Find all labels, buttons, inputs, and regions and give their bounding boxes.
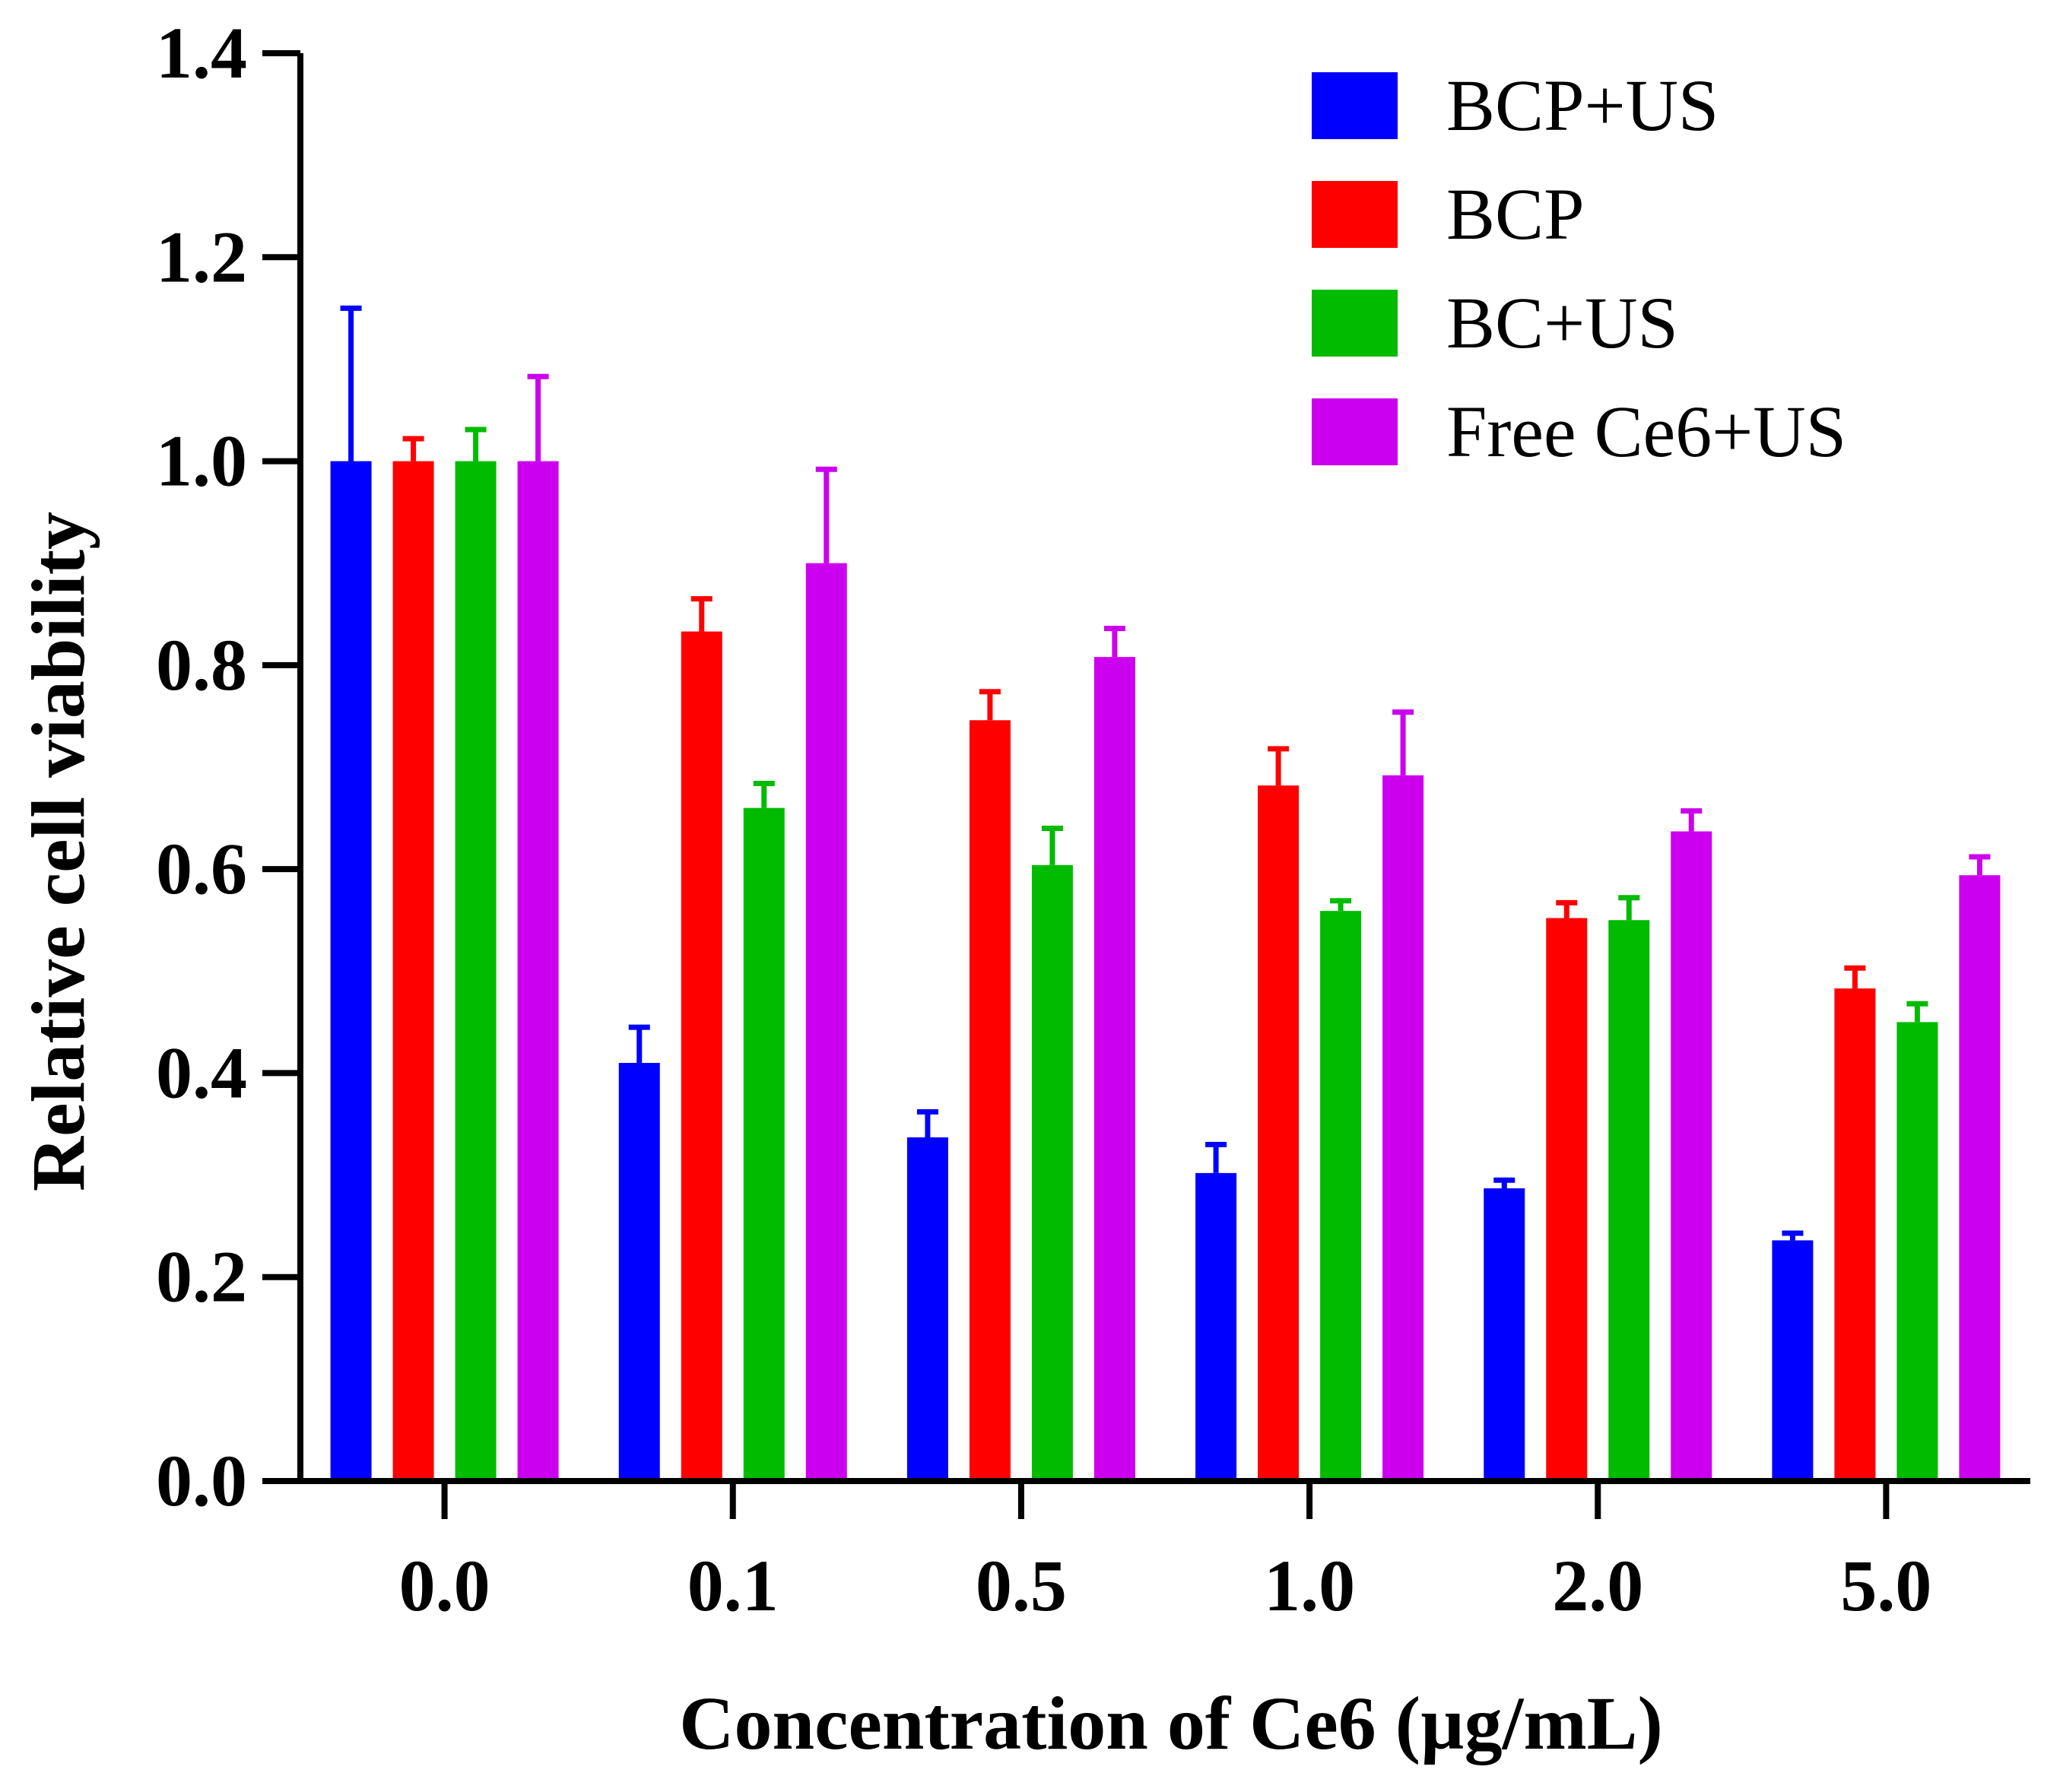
bar [743, 807, 785, 1481]
axes-group [297, 53, 2030, 1484]
y-tick-label: 1.4 [156, 12, 247, 94]
legend-label: BC+US [1446, 282, 1678, 363]
bar [1608, 920, 1650, 1481]
legend-label: BCP+US [1446, 65, 1719, 146]
bar [618, 1063, 660, 1481]
legend-swatch [1312, 181, 1398, 248]
x-tick-label: 0.5 [976, 1545, 1067, 1626]
bar [517, 461, 559, 1481]
x-axis-title: Concentration of Ce6 (µg/mL) [679, 1681, 1663, 1765]
bar [1195, 1172, 1237, 1481]
bar [1959, 875, 2001, 1481]
legend-label: BCP [1446, 173, 1584, 255]
y-tick-label: 0.0 [156, 1440, 247, 1521]
bar [1484, 1188, 1525, 1481]
bar [392, 461, 434, 1481]
bar [681, 631, 722, 1481]
bar [1258, 785, 1300, 1481]
bar [1896, 1022, 1938, 1481]
ticks-group: 0.0 0.2 0.4 0.6 0.8 1.0 1.2 1.4 0.0 0.1 0.5 1.0 2.0 5… [156, 12, 1931, 1626]
legend: BCP+US BCP BC+US Free Ce6+US [1312, 65, 1846, 472]
y-axis-title: Relative cell viability [16, 512, 100, 1191]
legend-swatch [1312, 72, 1398, 139]
bar [1382, 775, 1424, 1481]
x-tick-label: 2.0 [1552, 1545, 1643, 1626]
bar [330, 461, 372, 1481]
bar [1031, 864, 1073, 1481]
y-tick-label: 0.2 [156, 1236, 247, 1318]
y-tick-label: 1.0 [156, 420, 247, 502]
legend-swatch [1312, 398, 1398, 465]
y-tick-label: 1.2 [156, 216, 247, 297]
legend-label: Free Ce6+US [1446, 391, 1846, 472]
bar [1546, 918, 1588, 1481]
bar [1834, 988, 1876, 1481]
bar [906, 1137, 948, 1481]
x-tick-label: 0.1 [687, 1545, 779, 1626]
bar [1772, 1240, 1814, 1481]
bar [1093, 657, 1135, 1481]
y-tick-label: 0.8 [156, 624, 247, 706]
x-tick-label: 5.0 [1840, 1545, 1931, 1626]
bar [805, 563, 847, 1481]
bar [1671, 831, 1712, 1481]
bar [1320, 911, 1362, 1481]
legend-swatch [1312, 290, 1398, 357]
x-tick-label: 1.0 [1264, 1545, 1355, 1626]
bars-group [330, 305, 2001, 1481]
y-tick-label: 0.4 [156, 1032, 247, 1113]
x-tick-label: 0.0 [399, 1545, 490, 1626]
bar [455, 461, 497, 1481]
bar [969, 720, 1011, 1481]
y-tick-label: 0.6 [156, 828, 247, 909]
